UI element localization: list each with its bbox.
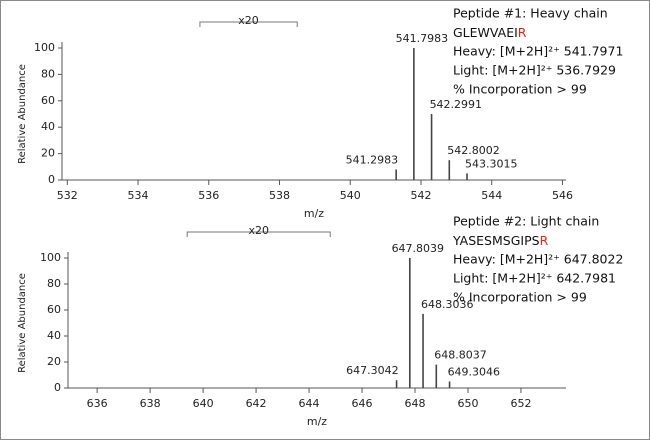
sequence-label: R <box>540 233 549 248</box>
x-axis-label: m/z <box>304 207 324 220</box>
x-tick-label: 636 <box>87 397 108 410</box>
x-tick-label: 644 <box>299 397 320 410</box>
x-tick-label: 642 <box>246 397 267 410</box>
peak-label: 649.3046 <box>448 366 501 379</box>
peak-label: 542.8002 <box>447 144 500 157</box>
peak-label: 543.3015 <box>465 157 518 170</box>
zoom-bracket <box>186 231 331 237</box>
annotation-title: Peptide #1: Heavy chain <box>453 6 608 21</box>
y-axis-label: Relative Abundance <box>17 64 28 164</box>
sequence-text: GLEWVAEI <box>453 25 518 40</box>
y-tick-label: 100 <box>34 41 55 54</box>
y-tick-label: 60 <box>47 303 61 316</box>
x-tick-label: 648 <box>405 397 426 410</box>
annotation-title: Peptide #2: Light chain <box>453 214 599 229</box>
x-tick-label: 538 <box>269 189 290 202</box>
x-tick-label: 534 <box>128 189 149 202</box>
x-tick-label: 546 <box>552 189 573 202</box>
sequence: GLEWVAEIR <box>453 25 527 40</box>
x-tick-label: 542 <box>410 189 431 202</box>
x-tick-label: 540 <box>340 189 361 202</box>
zoom-bracket <box>199 21 298 27</box>
annotation-line: % Incorporation > 99 <box>453 82 587 97</box>
annotation-line: % Incorporation > 99 <box>453 290 587 305</box>
y-axis-label: Relative Abundance <box>17 273 28 373</box>
y-tick-label: 20 <box>41 147 55 160</box>
zoom-label: x20 <box>248 224 269 237</box>
x-tick-label: 532 <box>57 189 78 202</box>
y-tick-label: 80 <box>47 277 61 290</box>
y-tick-label: 60 <box>41 94 55 107</box>
peak-label: 541.2983 <box>346 153 399 166</box>
sequence-label: R <box>518 25 527 40</box>
x-tick-label: 638 <box>140 397 161 410</box>
y-tick-label: 80 <box>41 67 55 80</box>
peak-label: 647.3042 <box>346 364 399 377</box>
peak-label: 542.2991 <box>430 98 483 111</box>
x-tick-label: 536 <box>198 189 219 202</box>
annotation-line: Heavy: [M+2H]²⁺ 647.8022 <box>453 252 623 267</box>
x-axis-label: m/z <box>307 415 327 428</box>
y-tick-label: 0 <box>54 381 61 394</box>
y-tick-label: 20 <box>47 355 61 368</box>
sequence: YASESMSGIPSR <box>452 233 549 248</box>
zoom-label: x20 <box>238 14 259 27</box>
sequence-text: YASESMSGIPS <box>452 233 540 248</box>
x-tick-label: 544 <box>481 189 502 202</box>
y-tick-label: 40 <box>47 329 61 342</box>
y-tick-label: 0 <box>48 173 55 186</box>
peak-label: 541.7983 <box>396 32 449 45</box>
peak-label: 648.3036 <box>421 298 474 311</box>
x-tick-label: 652 <box>510 397 531 410</box>
x-tick-label: 640 <box>193 397 214 410</box>
x-tick-label: 650 <box>457 397 478 410</box>
x-tick-label: 646 <box>352 397 373 410</box>
peak-label: 647.8039 <box>392 242 445 255</box>
peak-label: 648.8037 <box>434 349 487 362</box>
y-tick-label: 40 <box>41 120 55 133</box>
annotation-line: Heavy: [M+2H]²⁺ 541.7971 <box>453 44 623 59</box>
annotation-line: Light: [M+2H]²⁺ 642.7981 <box>453 271 616 286</box>
y-tick-label: 100 <box>40 251 61 264</box>
annotation-line: Light: [M+2H]²⁺ 536.7929 <box>453 63 616 78</box>
